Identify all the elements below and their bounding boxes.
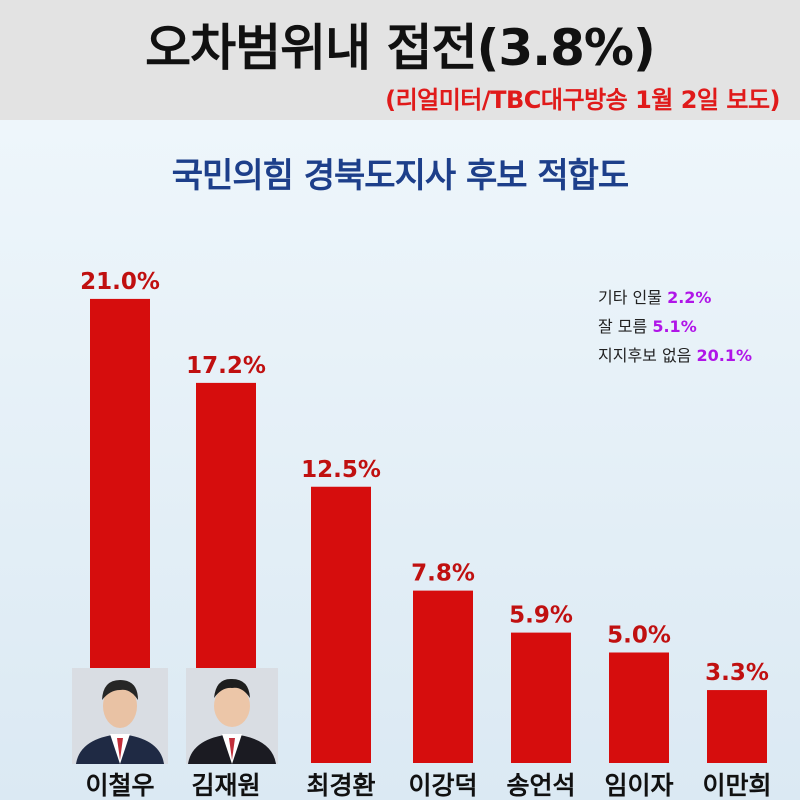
category-label: 이강덕 — [408, 771, 477, 800]
value-label: 12.5% — [301, 457, 381, 483]
other-response-row: 잘 모름 5.1% — [598, 312, 752, 341]
other-response-value: 2.2% — [667, 288, 712, 307]
category-label: 최경환 — [306, 771, 375, 800]
candidate-photo — [72, 668, 168, 764]
value-label: 7.8% — [411, 561, 475, 587]
bar-임이자 — [609, 652, 669, 763]
bar-이만희 — [707, 690, 767, 763]
value-label: 3.3% — [705, 660, 769, 686]
category-label: 임이자 — [604, 771, 673, 800]
source-note: (리얼미터/TBC대구방송 1월 2일 보도) — [385, 86, 780, 114]
bar-송언석 — [511, 632, 571, 763]
category-label: 김재원 — [191, 771, 260, 800]
candidate-photo — [186, 668, 278, 764]
bar-최경환 — [311, 486, 371, 763]
chart-title: 국민의힘 경북도지사 후보 적합도 — [171, 156, 629, 196]
main-title: 오차범위내 접전(3.8%) — [145, 19, 656, 77]
category-label: 이만희 — [702, 771, 771, 800]
other-response-label: 지지후보 없음 — [598, 346, 692, 365]
value-label: 17.2% — [186, 353, 266, 379]
other-response-label: 잘 모름 — [598, 317, 648, 336]
other-response-row: 지지후보 없음 20.1% — [598, 341, 752, 370]
header-band — [0, 0, 800, 120]
other-response-value: 20.1% — [696, 346, 753, 365]
value-label: 21.0% — [80, 269, 160, 295]
other-response-value: 5.1% — [652, 317, 697, 336]
other-response-row: 기타 인물 2.2% — [598, 283, 752, 312]
value-label: 5.9% — [509, 603, 573, 629]
category-label: 송언석 — [506, 771, 575, 800]
bar-이강덕 — [413, 590, 473, 763]
value-label: 5.0% — [607, 623, 671, 649]
other-responses: 기타 인물 2.2% 잘 모름 5.1% 지지후보 없음 20.1% — [598, 283, 752, 370]
category-label: 이철우 — [85, 771, 154, 800]
other-response-label: 기타 인물 — [598, 288, 662, 307]
